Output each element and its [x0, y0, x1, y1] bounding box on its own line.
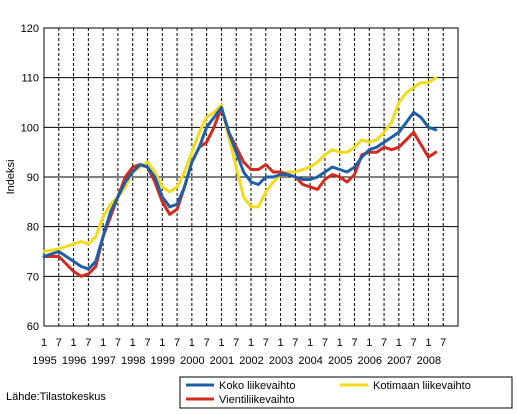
x-tick-label: 1 — [248, 337, 254, 349]
x-tick-label: 7 — [292, 337, 298, 349]
y-tick-label: 80 — [27, 222, 39, 234]
x-tick-label: 1 — [130, 337, 136, 349]
x-tick-label: 7 — [351, 337, 357, 349]
x-year-label: 2003 — [269, 355, 293, 367]
x-year-label: 2004 — [298, 355, 322, 367]
x-tick-label: 1 — [189, 337, 195, 349]
x-year-label: 2001 — [210, 355, 234, 367]
x-year-label: 2002 — [239, 355, 263, 367]
x-tick-label: 7 — [322, 337, 328, 349]
x-tick-label: 1 — [337, 337, 343, 349]
y-tick-label: 90 — [27, 172, 39, 184]
x-year-label: 2006 — [358, 355, 382, 367]
x-year-label: 1995 — [32, 355, 56, 367]
x-axis-year-labels: 1995 1996 1997 1998 1999 2000 2001 2002 2003 2004… — [32, 355, 441, 367]
series-lines — [42, 76, 438, 278]
x-tick-label: 1 — [425, 337, 431, 349]
x-year-label: 1996 — [62, 355, 86, 367]
legend-label-vienti: Vientiliikevaihto — [219, 394, 295, 406]
legend-label-kotimaa: Kotimaan liikevaihto — [373, 380, 471, 392]
plot-area-frame — [43, 27, 459, 327]
x-year-label: 1998 — [121, 355, 145, 367]
x-tick-label: 1 — [71, 337, 77, 349]
x-tick-label: 7 — [233, 337, 239, 349]
x-tick-label: 7 — [56, 337, 62, 349]
x-tick-label: 1 — [218, 337, 224, 349]
x-tick-label: 1 — [366, 337, 372, 349]
x-year-label: 2007 — [387, 355, 411, 367]
x-tick-label: 7 — [85, 337, 91, 349]
y-tick-label: 110 — [21, 73, 39, 85]
x-year-label: 1999 — [151, 355, 175, 367]
x-tick-label: 1 — [100, 337, 106, 349]
x-tick-label: 7 — [263, 337, 269, 349]
legend-frame — [179, 376, 513, 409]
y-tick-label: 70 — [27, 271, 39, 283]
source-note: Lähde:Tilastokeskus — [6, 391, 106, 403]
x-tick-label: 1 — [41, 337, 47, 349]
x-tick-label: 1 — [307, 337, 313, 349]
x-year-label: 2005 — [328, 355, 352, 367]
x-tick-label: 7 — [411, 337, 417, 349]
x-tick-label: 1 — [159, 337, 165, 349]
y-axis-title: Indeksi — [5, 160, 17, 195]
x-year-label: 1997 — [91, 355, 115, 367]
x-tick-label: 7 — [440, 337, 446, 349]
x-year-label: 2000 — [180, 355, 204, 367]
y-axis-tick-labels: 60 70 80 90 100 110 120 — [21, 23, 39, 333]
legend-label-koko: Koko liikevaihto — [219, 380, 295, 392]
series-line-koko — [42, 106, 438, 271]
y-tick-label: 100 — [21, 122, 39, 134]
legend: Koko liikevaihto Vientiliikevaihto Kotim… — [179, 376, 513, 409]
x-tick-label: 7 — [115, 337, 121, 349]
y-tick-label: 60 — [27, 321, 39, 333]
x-tick-label: 7 — [144, 337, 150, 349]
x-tick-label: 7 — [174, 337, 180, 349]
x-year-label: 2008 — [417, 355, 441, 367]
x-tick-label: 7 — [381, 337, 387, 349]
x-tick-label: 1 — [278, 337, 284, 349]
x-tick-label: 7 — [204, 337, 210, 349]
x-tick-label: 1 — [396, 337, 402, 349]
y-tick-label: 120 — [21, 23, 39, 35]
